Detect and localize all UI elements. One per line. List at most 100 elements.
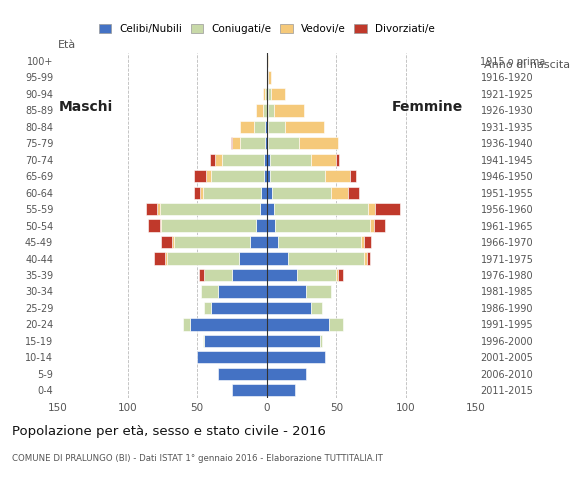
Bar [204,269,232,281]
Bar [374,219,385,232]
Text: Età: Età [58,39,76,49]
Bar [270,154,311,166]
Bar [268,88,271,100]
Bar [240,120,254,133]
Bar [267,351,325,363]
Bar [256,104,263,117]
Bar [298,269,336,281]
Bar [325,170,350,182]
Bar [375,203,400,216]
Bar [267,384,295,396]
Bar [364,236,371,248]
Bar [329,318,343,331]
Bar [273,187,331,199]
Bar [166,252,239,264]
Bar [264,170,267,182]
Bar [211,170,264,182]
Bar [338,269,343,281]
Bar [367,252,370,264]
Bar [267,137,268,149]
Bar [222,154,264,166]
Text: COMUNE DI PRALUNGO (BI) - Dati ISTAT 1° gennaio 2016 - Elaborazione TUTTITALIA.I: COMUNE DI PRALUNGO (BI) - Dati ISTAT 1° … [12,454,382,463]
Bar [146,203,157,216]
Bar [311,154,336,166]
Text: Femmine: Femmine [392,100,462,114]
Bar [350,170,356,182]
Bar [160,219,161,232]
Bar [183,318,190,331]
Bar [240,137,266,149]
Bar [274,203,368,216]
Bar [285,120,324,133]
Bar [267,318,329,331]
Bar [361,236,364,248]
Bar [267,55,268,67]
Bar [154,252,165,264]
Text: Popolazione per età, sesso e stato civile - 2016: Popolazione per età, sesso e stato civil… [12,425,325,438]
Bar [368,203,375,216]
Bar [263,88,266,100]
Bar [161,236,172,248]
Bar [267,187,273,199]
Bar [148,219,160,232]
Bar [267,154,270,166]
Bar [275,219,370,232]
Bar [311,302,322,314]
Bar [173,236,250,248]
Bar [263,104,267,117]
Bar [278,236,361,248]
Bar [267,72,268,84]
Bar [201,285,218,298]
Bar [271,88,285,100]
Bar [267,302,311,314]
Bar [268,72,271,84]
Bar [347,187,358,199]
Bar [268,120,285,133]
Text: Anno di nascita: Anno di nascita [484,60,570,70]
Bar [161,219,256,232]
Bar [239,252,267,264]
Bar [306,285,331,298]
Bar [232,137,240,149]
Bar [194,170,205,182]
Bar [210,154,215,166]
Bar [260,203,267,216]
Bar [266,120,267,133]
Bar [211,302,267,314]
Bar [172,236,173,248]
Bar [266,137,267,149]
Bar [268,104,274,117]
Bar [267,170,270,182]
Bar [336,269,338,281]
Bar [194,187,200,199]
Bar [190,318,267,331]
Bar [232,384,267,396]
Bar [266,88,267,100]
Bar [218,368,267,380]
Bar [370,219,374,232]
Bar [267,269,298,281]
Text: Maschi: Maschi [59,100,113,114]
Bar [267,285,306,298]
Bar [267,335,320,347]
Bar [270,170,325,182]
Bar [264,154,267,166]
Bar [336,154,339,166]
Bar [157,203,160,216]
Bar [288,252,364,264]
Bar [267,88,268,100]
Bar [320,335,322,347]
Bar [204,335,267,347]
Bar [218,285,267,298]
Bar [231,137,232,149]
Bar [205,170,211,182]
Bar [274,104,304,117]
Legend: Celibi/Nubili, Coniugati/e, Vedovi/e, Divorziati/e: Celibi/Nubili, Coniugati/e, Vedovi/e, Di… [99,24,434,34]
Bar [160,203,260,216]
Bar [267,120,268,133]
Bar [267,368,306,380]
Bar [203,187,261,199]
Bar [232,269,267,281]
Bar [268,137,299,149]
Bar [198,269,204,281]
